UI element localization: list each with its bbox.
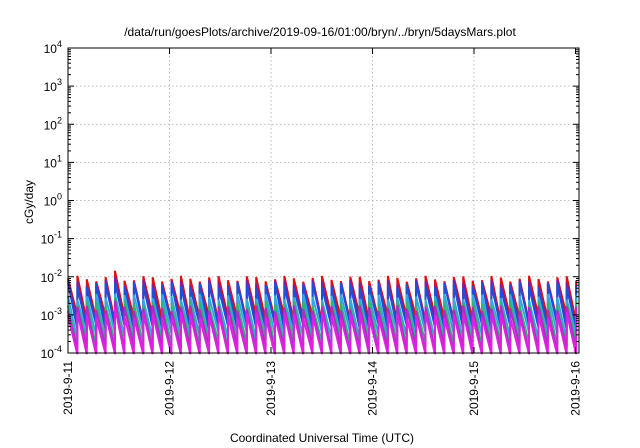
series-line-3 — [67, 282, 578, 331]
y-tick-label: 10-3 — [41, 306, 62, 323]
series-line-1 — [67, 270, 578, 323]
data-series — [67, 270, 578, 355]
x-tick-label: 2019-9-15 — [467, 361, 481, 416]
y-tick-label: 10-4 — [41, 344, 62, 361]
x-tick-label: 2019-9-11 — [61, 361, 75, 415]
y-tick-label: 104 — [44, 39, 62, 56]
y-tick-label: 102 — [44, 115, 62, 132]
series-line-4 — [67, 293, 578, 340]
x-tick-label: 2019-9-16 — [569, 361, 583, 416]
x-axis-label: Coordinated Universal Time (UTC) — [230, 431, 414, 445]
y-axis-label: cGy/day — [22, 180, 36, 224]
x-tick-label: 2019-9-14 — [366, 361, 380, 416]
y-tick-label: 100 — [44, 192, 62, 209]
axis-ticks: 10-4 10-3 10-2 10-1 100 101 102 103 104 2019-9-11… — [41, 39, 583, 416]
series-line-2 — [67, 277, 578, 328]
x-tick-label: 2019-9-12 — [163, 361, 177, 416]
series-line-7 — [67, 306, 578, 355]
y-tick-label: 103 — [44, 77, 62, 94]
series-line-6 — [67, 300, 578, 354]
x-tick-label: 2019-9-13 — [264, 361, 278, 416]
y-tick-label: 101 — [44, 153, 62, 170]
y-tick-label: 10-1 — [41, 230, 62, 247]
series-line-5 — [67, 297, 578, 348]
chart-title: /data/run/goesPlots/archive/2019-09-16/0… — [124, 25, 516, 39]
y-tick-label: 10-2 — [41, 268, 62, 285]
